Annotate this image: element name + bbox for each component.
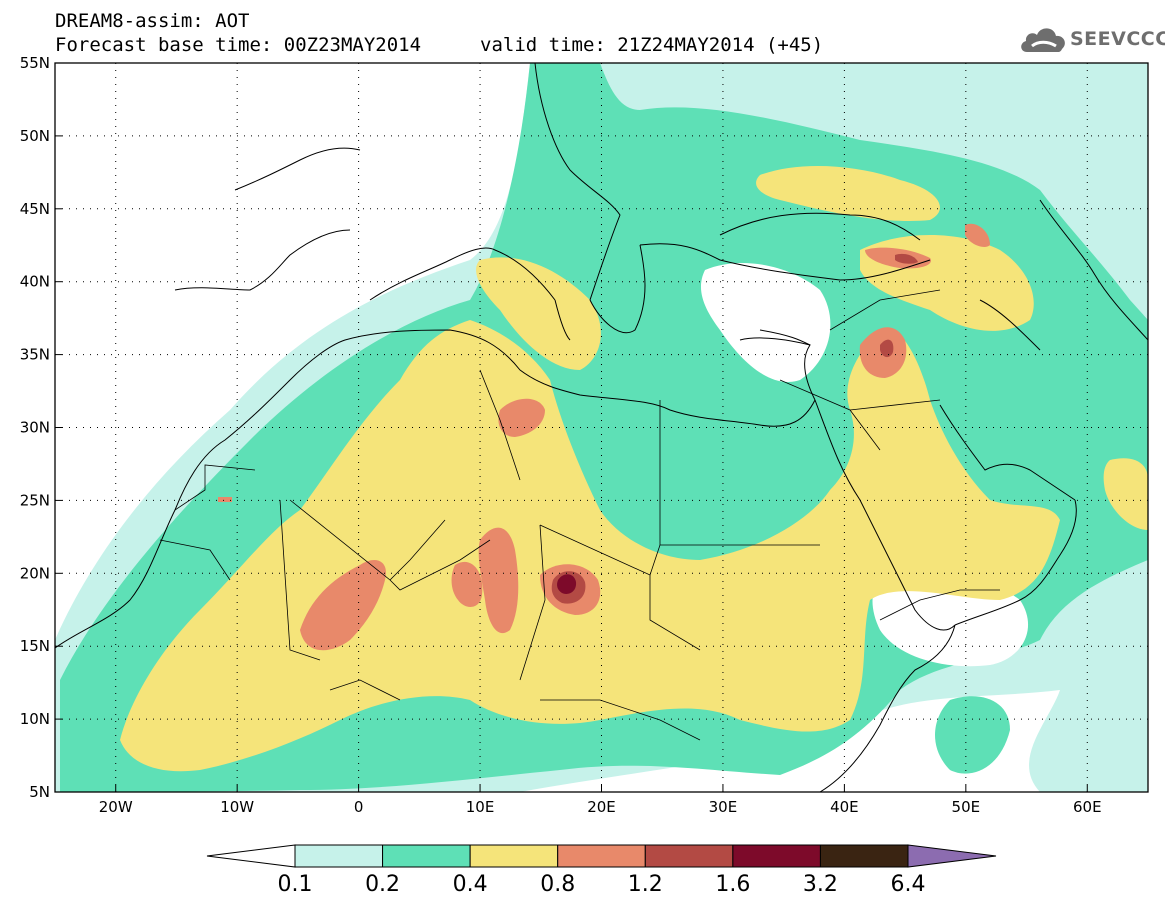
colorbar-label: 0.1 xyxy=(278,872,313,897)
colorbar-label: 1.6 xyxy=(715,872,750,897)
colorbar-label: 6.4 xyxy=(891,872,926,897)
lat-label: 30N xyxy=(20,419,50,437)
colorbar-under-arrow xyxy=(206,844,296,868)
colorbar-label: 1.2 xyxy=(628,872,663,897)
lat-label: 40N xyxy=(20,273,50,291)
cloud-icon xyxy=(1021,28,1065,52)
latitude-labels: 55N 50N 45N 40N 35N 30N 25N 20N 15N 10N 5N xyxy=(20,54,50,801)
colorbar-swatch xyxy=(819,844,909,868)
forecast-times: Forecast base time: 00Z23MAY2014 valid ti… xyxy=(55,34,823,56)
lat-label: 10N xyxy=(20,710,50,728)
seevccc-logo: SEEVCCC xyxy=(1018,22,1165,58)
lat-label: 20N xyxy=(20,564,50,582)
colorbar-swatch xyxy=(382,844,471,868)
logo-text: SEEVCCC xyxy=(1070,28,1165,50)
lon-label: 20W xyxy=(99,798,133,816)
lon-label: 10E xyxy=(466,798,495,816)
lat-label: 15N xyxy=(20,637,50,655)
valid-time: valid time: 21Z24MAY2014 (+45) xyxy=(480,34,824,56)
map-title: DREAM8-assim: AOT xyxy=(55,10,250,32)
aot-band-0.4 xyxy=(120,165,1148,772)
lon-label: 10W xyxy=(220,798,254,816)
lat-label: 55N xyxy=(20,54,50,72)
aot-colorbar xyxy=(206,844,997,868)
lon-label: 50E xyxy=(952,798,981,816)
colorbar-label: 0.8 xyxy=(540,872,575,897)
aot-band-1.6 xyxy=(557,574,577,594)
coastlines xyxy=(55,63,1148,792)
colorbar-labels: 0.1 0.2 0.4 0.8 1.2 1.6 3.2 6.4 xyxy=(278,872,926,897)
lat-label: 5N xyxy=(29,783,50,801)
lon-label: 40E xyxy=(830,798,859,816)
lon-label: 60E xyxy=(1073,798,1102,816)
colorbar-label: 0.4 xyxy=(453,872,488,897)
colorbar-over-arrow xyxy=(907,844,997,868)
colorbar-swatch xyxy=(294,844,384,868)
colorbar-label: 3.2 xyxy=(803,872,838,897)
lon-label: 0 xyxy=(354,798,364,816)
lat-label: 35N xyxy=(20,346,50,364)
lon-label: 20E xyxy=(587,798,616,816)
country-borders xyxy=(159,289,1000,741)
lat-label: 25N xyxy=(20,491,50,509)
colorbar-label: 0.2 xyxy=(365,872,400,897)
lat-label: 50N xyxy=(20,127,50,145)
graticule xyxy=(55,62,1148,793)
base-time: Forecast base time: 00Z23MAY2014 xyxy=(55,34,422,56)
colorbar-swatch xyxy=(732,844,821,868)
lon-label: 30E xyxy=(709,798,738,816)
colorbar-swatch xyxy=(557,844,646,868)
colorbar-swatch xyxy=(469,844,559,868)
lat-label: 45N xyxy=(20,200,50,218)
longitude-labels: 20W 10W 0 10E 20E 30E 40E 50E 60E xyxy=(99,798,1102,816)
colorbar-swatch xyxy=(644,844,734,868)
